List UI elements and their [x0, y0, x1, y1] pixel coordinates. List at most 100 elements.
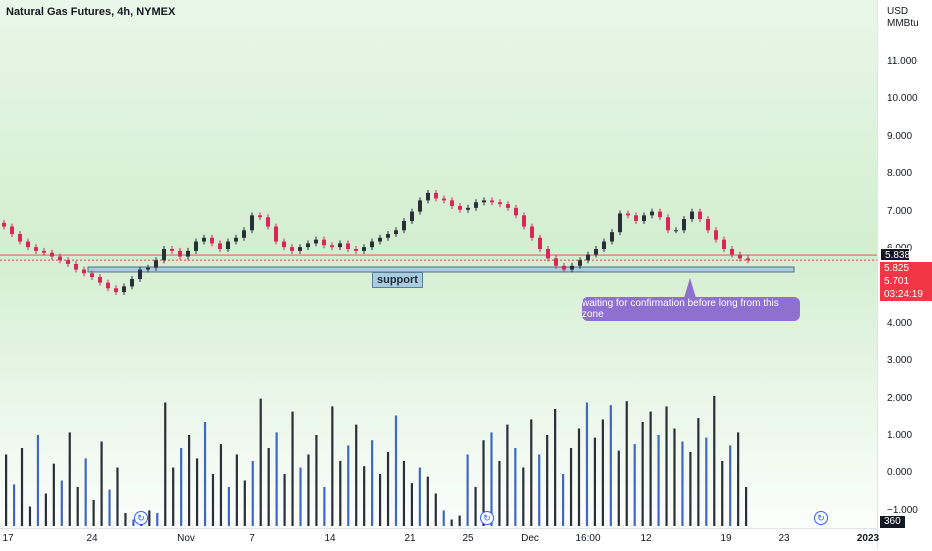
- candle-body: [586, 254, 590, 261]
- candle-body: [642, 215, 646, 221]
- x-tick-label: 2023: [856, 533, 880, 544]
- volume-bar: [737, 432, 740, 526]
- volume-bar: [506, 424, 509, 526]
- y-tick-label: 9.000: [887, 130, 913, 142]
- candle-body: [386, 234, 390, 238]
- candle-body: [234, 237, 238, 242]
- volume-bar: [363, 466, 366, 526]
- candle-body: [690, 211, 694, 220]
- volume-bar: [156, 513, 159, 526]
- candle-body: [530, 226, 534, 238]
- volume-bar: [617, 450, 620, 526]
- candle-body: [626, 213, 630, 216]
- volume-bar: [339, 461, 342, 526]
- candle-body: [426, 192, 430, 201]
- volume-bar: [458, 515, 461, 526]
- volume-bar: [426, 476, 429, 526]
- chart-title: Natural Gas Futures, 4h, NYMEX: [6, 6, 176, 18]
- volume-bar: [649, 411, 652, 526]
- volume-bar: [92, 500, 95, 526]
- candle-body: [674, 230, 678, 232]
- x-tick-label: 21: [404, 533, 416, 544]
- volume-bar: [267, 448, 270, 526]
- volume-bar: [561, 474, 565, 526]
- volume-bar: [188, 435, 191, 526]
- candle-body: [378, 237, 382, 242]
- volume-bar: [721, 461, 724, 526]
- candle-body: [242, 230, 246, 238]
- volume-bar: [235, 454, 238, 526]
- candle-body: [738, 254, 742, 259]
- volume-bar: [665, 406, 668, 526]
- candle-body: [418, 200, 422, 212]
- candle-body: [722, 239, 726, 249]
- candle-body: [554, 258, 558, 266]
- candle-body: [346, 243, 350, 249]
- candle-body: [18, 234, 22, 242]
- candle-body: [498, 202, 502, 205]
- volume-bar: [203, 422, 207, 526]
- candle-body: [698, 211, 702, 220]
- volume-bar: [60, 480, 63, 526]
- support-label[interactable]: support: [372, 272, 423, 288]
- volume-bar: [291, 411, 294, 526]
- currency-label: USD MMBtu: [887, 6, 919, 30]
- volume-bar: [705, 437, 708, 526]
- volume-bar: [569, 448, 573, 526]
- candle-body: [466, 207, 470, 210]
- volume-bar: [299, 467, 302, 526]
- candle-body: [602, 241, 606, 249]
- volume-bar: [554, 409, 557, 526]
- volume-bar: [283, 474, 286, 526]
- x-tick-label: 24: [86, 533, 98, 544]
- reload-icon[interactable]: ↻: [814, 511, 828, 525]
- volume-bar: [132, 519, 135, 526]
- candle-body: [250, 215, 254, 231]
- reload-icon[interactable]: ↻: [134, 511, 148, 525]
- candle-body: [322, 239, 326, 246]
- candle-body: [658, 211, 662, 218]
- candle-body: [746, 258, 750, 261]
- time-axis[interactable]: [0, 528, 877, 551]
- candle-body: [82, 269, 86, 274]
- volume-bar: [100, 441, 103, 526]
- reload-icon[interactable]: ↻: [480, 511, 494, 525]
- volume-bar: [124, 513, 127, 526]
- candle-body: [450, 200, 454, 206]
- candle-body: [114, 288, 118, 293]
- x-tick-label: 12: [640, 533, 652, 544]
- volume-bar: [5, 454, 8, 526]
- x-tick-label: 25: [462, 533, 474, 544]
- y-tick-label: 8.000: [887, 168, 913, 180]
- candle-body: [482, 200, 486, 203]
- candle-body: [570, 265, 574, 270]
- candle-body: [490, 200, 494, 203]
- volume-bar: [84, 458, 87, 526]
- candle-body: [562, 265, 566, 270]
- volume-bar: [745, 487, 748, 526]
- volume-bar: [641, 422, 644, 526]
- volume-bar: [442, 510, 445, 526]
- volume-bar: [378, 474, 382, 526]
- volume-bar: [275, 432, 278, 526]
- candle-body: [146, 267, 150, 270]
- volume-bar: [52, 463, 55, 526]
- volume-bar: [12, 484, 16, 526]
- candle-body: [186, 250, 190, 257]
- volume-bar: [697, 418, 700, 526]
- note-callout[interactable]: waiting for confirmation before long fro…: [582, 297, 800, 321]
- volume-bar: [450, 519, 453, 526]
- x-tick-label: 14: [324, 533, 336, 544]
- volume-bar: [211, 474, 215, 526]
- candle-body: [290, 247, 294, 251]
- candle-body: [434, 192, 438, 199]
- candle-body: [258, 215, 262, 218]
- candle-body: [594, 249, 598, 255]
- candle-body: [546, 249, 550, 259]
- volume-bar: [498, 461, 501, 526]
- candle-body: [162, 249, 166, 261]
- volume-bar: [585, 402, 589, 526]
- close-price-badge: 5.701 03:24:19: [880, 275, 932, 301]
